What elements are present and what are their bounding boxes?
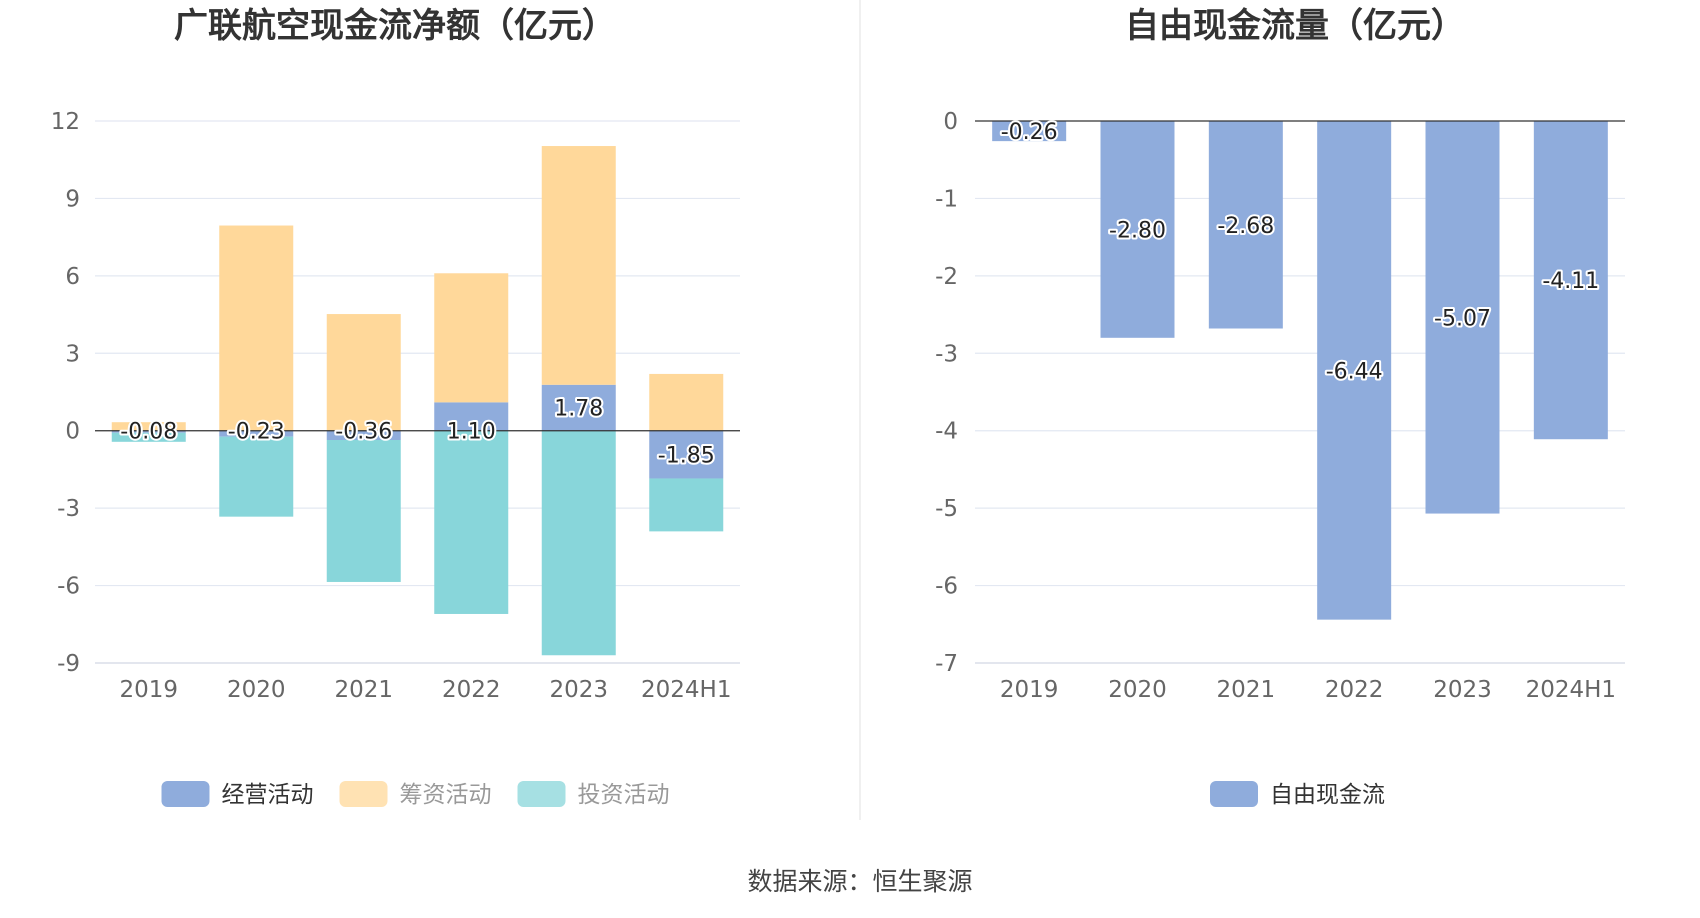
bar [1208, 121, 1283, 329]
y-tick-label: -6 [935, 574, 958, 600]
data-label: 1.78 [554, 397, 603, 422]
bar-segment [541, 384, 616, 431]
y-tick-label: 3 [65, 341, 80, 367]
y-tick-label: -1 [935, 186, 958, 212]
x-tick-label: 2019 [119, 677, 178, 703]
bar-segment [649, 430, 724, 479]
free-cashflow-chart-title: 自由现金流量（亿元） [1125, 6, 1465, 46]
y-tick-label: -6 [57, 574, 80, 600]
bar-segment [219, 430, 294, 437]
x-tick-label: 2020 [1108, 677, 1167, 703]
bar-segment [434, 402, 509, 431]
legend-label: 筹资活动 [400, 782, 492, 808]
cashflow-chart-title: 广联航空现金流净额（亿元） [174, 6, 616, 46]
legend-label: 经营活动 [222, 782, 314, 808]
bar-segment [111, 432, 186, 442]
bar [1317, 121, 1392, 620]
bar-segment [219, 436, 294, 517]
data-label: -2.68 [1217, 214, 1274, 239]
data-label: 1.10 [447, 420, 496, 445]
y-tick-label: -7 [935, 651, 958, 677]
x-tick-label: 2024H1 [1526, 677, 1616, 703]
data-label: -2.80 [1109, 218, 1166, 243]
y-tick-label: -4 [935, 419, 958, 445]
cashflow-chart: 广联航空现金流净额（亿元） 12 9 6 3 0 -3 -6 -9 2019 2020 2021 20… [51, 6, 740, 808]
y-tick-label: 12 [51, 109, 80, 135]
bar [1425, 121, 1500, 514]
y-tick-label: -3 [57, 496, 80, 522]
data-source-text: 数据来源：恒生聚源 [747, 867, 972, 896]
bar-segment [326, 430, 401, 441]
x-tick-label: 2022 [442, 677, 501, 703]
y-tick-label: 6 [65, 264, 80, 290]
bar-segment [326, 440, 401, 582]
legend-swatch [1210, 781, 1258, 807]
x-tick-label: 2021 [1217, 677, 1276, 703]
data-label: -0.36 [335, 420, 392, 445]
bar-segment [111, 430, 186, 433]
data-label: -6.44 [1326, 359, 1383, 384]
data-label: -0.23 [228, 420, 285, 445]
y-tick-label: 0 [65, 419, 80, 445]
bar-segment [434, 430, 509, 614]
x-tick-label: 2023 [549, 677, 608, 703]
x-tick-label: 2020 [227, 677, 286, 703]
bar-segment [434, 273, 509, 403]
data-label: -4.11 [1542, 269, 1599, 294]
free-cashflow-chart: 自由现金流量（亿元） 0 -1 -2 -3 -4 -5 -6 -7 2019 2020 2021 20… [935, 6, 1625, 808]
bar-segment [326, 314, 401, 431]
x-tick-label: 2021 [334, 677, 393, 703]
y-tick-label: -2 [935, 264, 958, 290]
bar-segment [219, 225, 294, 431]
legend-swatch [339, 781, 388, 807]
x-tick-label: 2022 [1325, 677, 1384, 703]
data-label: -0.08 [120, 420, 177, 445]
data-label: -1.85 [658, 444, 715, 469]
legend-swatch [161, 781, 210, 807]
legend-swatch [517, 781, 566, 807]
bar-segment [111, 422, 186, 431]
bar-segment [649, 478, 724, 532]
x-tick-label: 2023 [1433, 677, 1492, 703]
y-tick-label: 0 [943, 109, 958, 135]
bar [992, 121, 1067, 142]
y-tick-label: -3 [935, 341, 958, 367]
bar-segment [541, 430, 616, 656]
bar-segment [541, 146, 616, 385]
bar-segment [649, 373, 724, 431]
bar [1533, 121, 1608, 440]
data-label: -0.26 [1001, 120, 1058, 145]
y-tick-label: 9 [65, 186, 80, 212]
x-tick-label: 2019 [1000, 677, 1059, 703]
bar [1100, 121, 1175, 338]
y-tick-label: -5 [935, 496, 958, 522]
legend-label: 自由现金流 [1270, 782, 1385, 808]
x-tick-label: 2024H1 [641, 677, 731, 703]
data-label: -5.07 [1434, 306, 1491, 331]
y-tick-label: -9 [57, 651, 80, 677]
legend-label: 投资活动 [578, 782, 670, 808]
